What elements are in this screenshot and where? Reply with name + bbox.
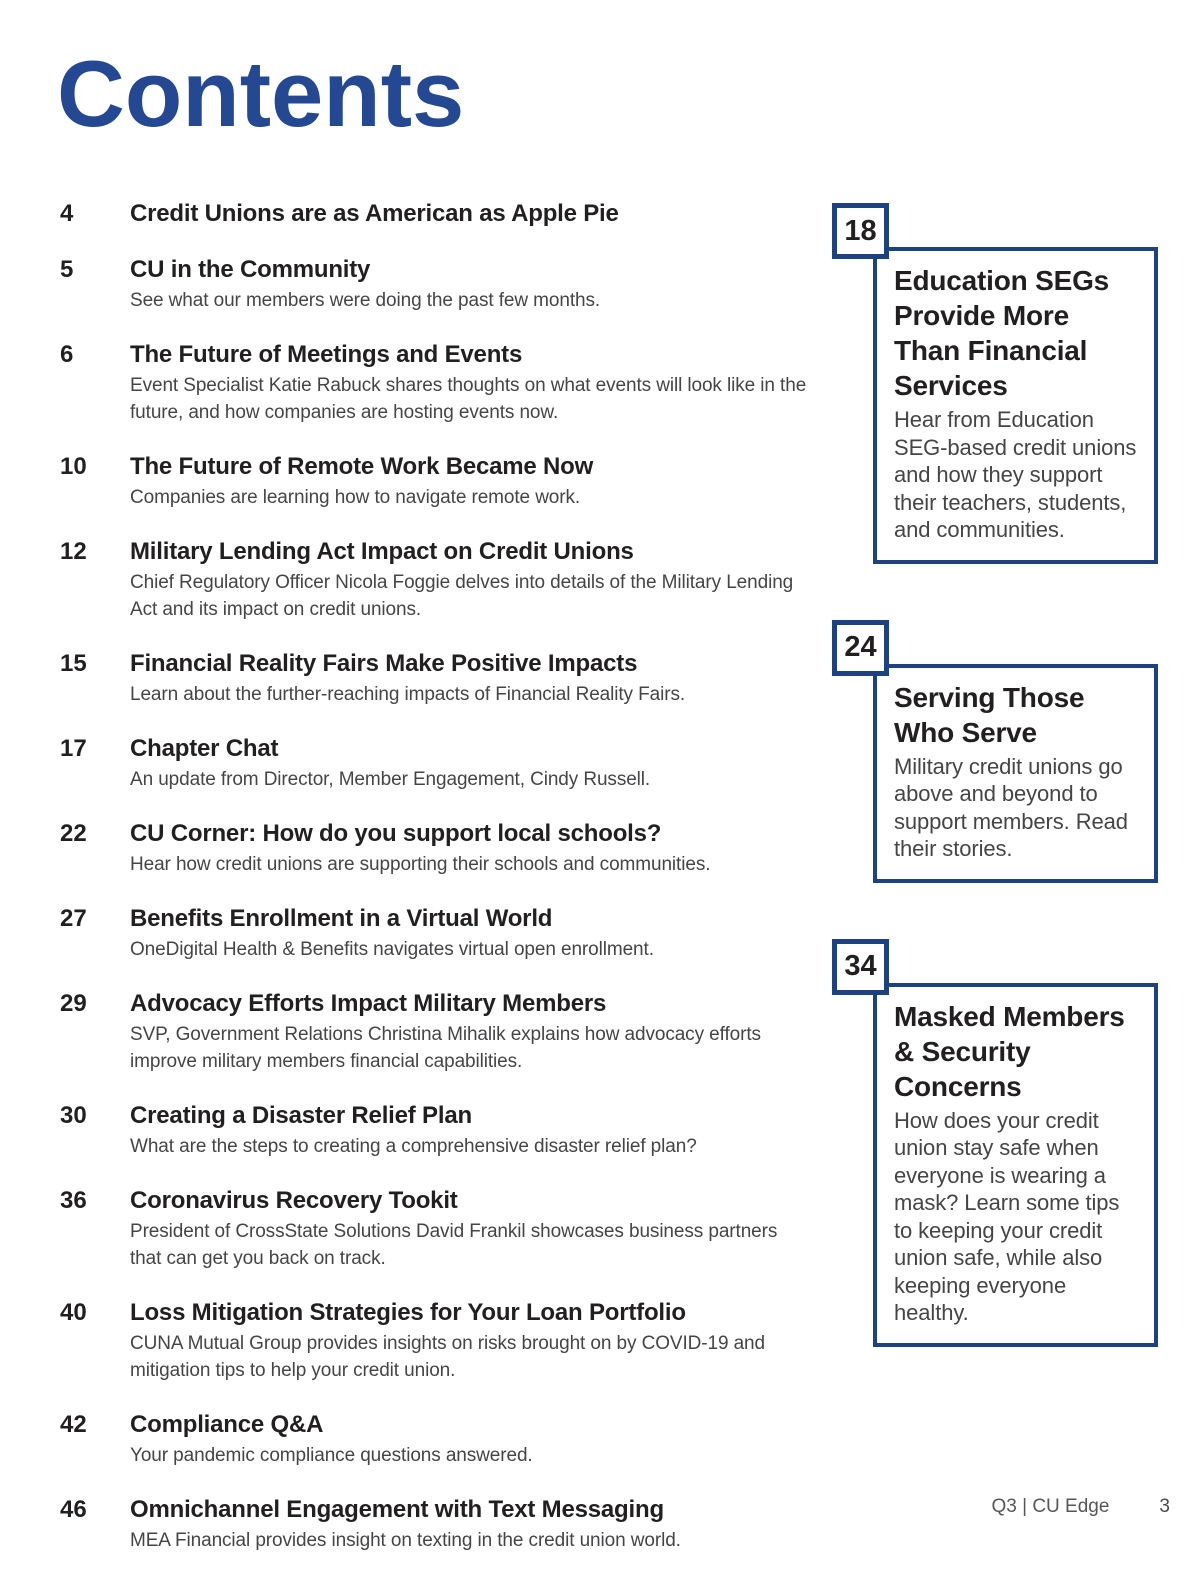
toc-entry-page-number: 5 <box>60 256 74 283</box>
toc-entry-text: CU Corner: How do you support local scho… <box>130 818 845 878</box>
toc-entry-description: Your pandemic compliance questions answe… <box>130 1445 533 1466</box>
toc-entry-title: Credit Unions are as American as Apple P… <box>130 200 619 227</box>
toc-entry-page-number: 6 <box>60 341 74 368</box>
toc-entry-text: Creating a Disaster Relief Plan What are… <box>130 1100 845 1160</box>
toc-entry-title: CU in the Community <box>130 256 371 283</box>
toc-entry-text: Military Lending Act Impact on Credit Un… <box>130 536 845 623</box>
feature-title: Education SEGs Provide More Than Financi… <box>894 265 1110 401</box>
feature-page-number: 34 <box>844 950 877 982</box>
toc-entry-title: Compliance Q&A <box>130 1411 324 1438</box>
page-footer: Q3 | CU Edge 3 <box>991 1496 1170 1518</box>
feature-box: 34 Masked Members & Security Concerns Ho… <box>832 938 1172 1347</box>
toc-entry: 6 The Future of Meetings and Events Even… <box>60 339 845 426</box>
toc-entry-title: Chapter Chat <box>130 735 279 762</box>
toc-entry-page-number: 30 <box>60 1102 87 1129</box>
toc-entry-description: See what our members were doing the past… <box>130 290 601 311</box>
feature-boxes: 18 Education SEGs Provide More Than Fina… <box>832 203 1172 1403</box>
feature-title: Masked Members & Security Concerns <box>894 1000 1125 1102</box>
feature-page-number: 18 <box>844 214 877 247</box>
toc-entry-page-number: 29 <box>60 990 87 1017</box>
toc-entry-text: The Future of Meetings and Events Event … <box>130 339 845 426</box>
toc-entry-title: Military Lending Act Impact on Credit Un… <box>130 538 634 565</box>
toc-entry: 5 CU in the Community See what our membe… <box>60 254 845 314</box>
toc-entry: 27 Benefits Enrollment in a Virtual Worl… <box>60 903 845 963</box>
toc-entry-page-number: 46 <box>60 1496 87 1523</box>
toc-entry-title: Creating a Disaster Relief Plan <box>130 1102 472 1129</box>
toc-entry-text: Compliance Q&A Your pandemic compliance … <box>130 1409 845 1469</box>
toc-entry-page-number: 10 <box>60 453 87 480</box>
toc-entry-text: Credit Unions are as American as Apple P… <box>130 198 845 229</box>
feature-box: 24 Serving Those Who Serve Military cred… <box>832 619 1172 883</box>
toc-entry: 42 Compliance Q&A Your pandemic complian… <box>60 1409 845 1469</box>
toc-entry-page-number: 36 <box>60 1187 87 1214</box>
toc-entry-description: An update from Director, Member Engageme… <box>130 769 651 790</box>
footer-issue-label: Q3 | CU Edge <box>991 1496 1110 1517</box>
toc-entry-title: The Future of Meetings and Events <box>130 341 523 368</box>
toc-entry-page-number: 42 <box>60 1411 87 1438</box>
toc-entry: 36 Coronavirus Recovery Tookit President… <box>60 1185 845 1272</box>
toc-list: 4 Credit Unions are as American as Apple… <box>60 198 845 1579</box>
toc-entry: 46 Omnichannel Engagement with Text Mess… <box>60 1494 845 1554</box>
toc-entry: 22 CU Corner: How do you support local s… <box>60 818 845 878</box>
feature-page-badge: 34 <box>832 938 889 995</box>
toc-entry-description: CUNA Mutual Group provides insights on r… <box>130 1333 765 1381</box>
feature-box-body: Serving Those Who Serve Military credit … <box>873 663 1158 883</box>
toc-entry: 12 Military Lending Act Impact on Credit… <box>60 536 845 623</box>
toc-entry-title: CU Corner: How do you support local scho… <box>130 820 662 847</box>
toc-entry-description: MEA Financial provides insight on textin… <box>130 1530 681 1551</box>
toc-entry-title: Financial Reality Fairs Make Positive Im… <box>130 650 638 677</box>
toc-entry-description: What are the steps to creating a compreh… <box>130 1136 697 1157</box>
feature-page-badge: 18 <box>832 203 889 259</box>
feature-title: Serving Those Who Serve <box>894 681 1085 748</box>
toc-entry-text: Loss Mitigation Strategies for Your Loan… <box>130 1297 845 1384</box>
feature-description: Hear from Education SEG-based credit uni… <box>894 407 1137 542</box>
toc-entry-description: Learn about the further-reaching impacts… <box>130 684 686 705</box>
toc-entry-description: President of CrossState Solutions David … <box>130 1221 778 1269</box>
toc-entry-text: Financial Reality Fairs Make Positive Im… <box>130 648 845 708</box>
toc-entry-title: Coronavirus Recovery Tookit <box>130 1187 458 1214</box>
toc-entry-text: Advocacy Efforts Impact Military Members… <box>130 988 845 1075</box>
toc-entry-page-number: 15 <box>60 650 87 677</box>
toc-entry-page-number: 22 <box>60 820 87 847</box>
feature-page-number: 24 <box>844 631 877 663</box>
feature-description: How does your credit union stay safe whe… <box>894 1107 1120 1326</box>
toc-entry-description: Hear how credit unions are supporting th… <box>130 854 711 875</box>
toc-entry: 17 Chapter Chat An update from Director,… <box>60 733 845 793</box>
toc-entry-text: CU in the Community See what our members… <box>130 254 845 314</box>
feature-box-body: Education SEGs Provide More Than Financi… <box>873 247 1158 564</box>
toc-entry-description: Chief Regulatory Officer Nicola Foggie d… <box>130 572 794 620</box>
toc-entry-title: The Future of Remote Work Became Now <box>130 453 594 480</box>
toc-entry-text: The Future of Remote Work Became Now Com… <box>130 451 845 511</box>
toc-entry-title: Benefits Enrollment in a Virtual World <box>130 905 553 932</box>
toc-entry-title: Advocacy Efforts Impact Military Members <box>130 990 607 1017</box>
toc-entry: 10 The Future of Remote Work Became Now … <box>60 451 845 511</box>
feature-box-body: Masked Members & Security Concerns How d… <box>873 982 1158 1347</box>
toc-entry-text: Benefits Enrollment in a Virtual World O… <box>130 903 845 963</box>
toc-entry: 4 Credit Unions are as American as Apple… <box>60 198 845 229</box>
toc-entry-text: Chapter Chat An update from Director, Me… <box>130 733 845 793</box>
feature-page-badge: 24 <box>832 619 889 676</box>
feature-box: 18 Education SEGs Provide More Than Fina… <box>832 203 1172 564</box>
toc-entry-description: Event Specialist Katie Rabuck shares tho… <box>130 375 807 423</box>
feature-description: Military credit unions go above and beyo… <box>894 753 1128 862</box>
toc-entry-page-number: 4 <box>60 200 74 227</box>
toc-entry-page-number: 40 <box>60 1299 87 1326</box>
toc-entry: 40 Loss Mitigation Strategies for Your L… <box>60 1297 845 1384</box>
toc-entry-page-number: 17 <box>60 735 87 762</box>
toc-entry-description: SVP, Government Relations Christina Miha… <box>130 1024 761 1072</box>
page-title: Contents <box>57 41 465 146</box>
toc-entry: 29 Advocacy Efforts Impact Military Memb… <box>60 988 845 1075</box>
toc-entry: 30 Creating a Disaster Relief Plan What … <box>60 1100 845 1160</box>
toc-entry: 15 Financial Reality Fairs Make Positive… <box>60 648 845 708</box>
toc-entry-title: Loss Mitigation Strategies for Your Loan… <box>130 1299 686 1326</box>
toc-entry-title: Omnichannel Engagement with Text Messagi… <box>130 1496 664 1523</box>
toc-entry-description: OneDigital Health & Benefits navigates v… <box>130 939 654 960</box>
toc-entry-description: Companies are learning how to navigate r… <box>130 487 581 508</box>
toc-entry-page-number: 12 <box>60 538 87 565</box>
footer-page-number: 3 <box>1159 1496 1170 1517</box>
toc-entry-text: Omnichannel Engagement with Text Messagi… <box>130 1494 845 1554</box>
toc-entry-text: Coronavirus Recovery Tookit President of… <box>130 1185 845 1272</box>
toc-entry-page-number: 27 <box>60 905 87 932</box>
